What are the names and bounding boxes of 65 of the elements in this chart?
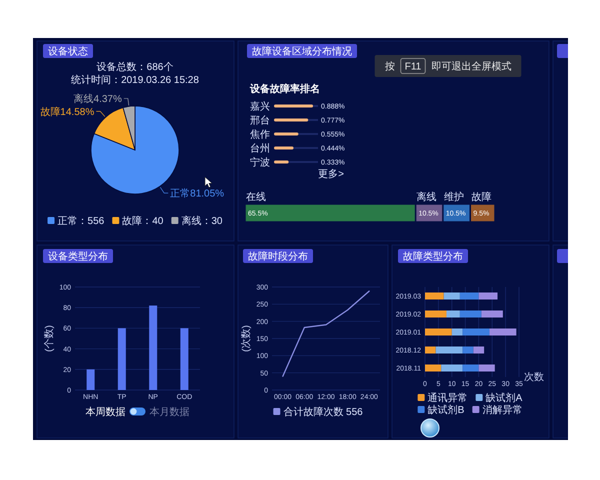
legend-label: 缺试剂A bbox=[486, 392, 523, 404]
bar bbox=[425, 310, 446, 318]
x-axis-title: 次数 bbox=[524, 372, 544, 383]
legend-label: 离线 bbox=[181, 215, 202, 227]
bar bbox=[444, 292, 460, 300]
y-axis-title: (个数) bbox=[43, 325, 55, 352]
series-label: 故障 bbox=[471, 191, 492, 203]
chart-title: 设备类型分布 bbox=[48, 250, 108, 262]
bar bbox=[425, 292, 444, 300]
text: F11 bbox=[404, 62, 422, 72]
bar bbox=[478, 364, 495, 372]
text: 更多> bbox=[318, 168, 344, 180]
bar bbox=[86, 369, 95, 390]
bar bbox=[460, 310, 482, 318]
y-tick-label: 焦作 bbox=[250, 128, 270, 140]
text: 本月数据 bbox=[150, 406, 190, 418]
text: ：556 bbox=[78, 216, 105, 227]
text: 本周数据 bbox=[86, 406, 126, 418]
bar bbox=[481, 310, 503, 318]
legend-label: 通讯异常 bbox=[428, 392, 468, 404]
chart-title: 故障设备区域分布情况 bbox=[252, 46, 352, 58]
chart-title: 故障时段分布 bbox=[248, 250, 308, 262]
text: 按 bbox=[384, 60, 395, 72]
bar bbox=[118, 328, 126, 390]
chart-subtitle: 设备故障率排名 bbox=[249, 83, 320, 95]
category-label: 离线4.37% bbox=[74, 94, 122, 105]
category-label: 故障14.58% bbox=[40, 106, 94, 118]
chart-subtitle: 设备总数：686个 bbox=[96, 61, 174, 73]
bar bbox=[425, 364, 442, 372]
y-tick-label: 邢台 bbox=[250, 114, 270, 126]
legend-label: 正常 bbox=[58, 215, 78, 227]
text: 统计时间：2019.03.26 15:28 bbox=[71, 74, 200, 86]
bar bbox=[446, 310, 460, 318]
y-axis-title: (次数) bbox=[241, 325, 252, 352]
line-series bbox=[282, 290, 370, 377]
bar bbox=[489, 328, 516, 336]
bar bbox=[478, 292, 498, 300]
legend-label: 故障 bbox=[122, 215, 142, 227]
y-tick-label: 宁波 bbox=[250, 156, 270, 168]
bar bbox=[462, 346, 474, 354]
bar bbox=[460, 292, 479, 300]
chart-title: 故障类型分布 bbox=[403, 250, 463, 262]
bar bbox=[436, 346, 463, 354]
bar bbox=[462, 364, 479, 372]
legend-label: 缺试剂B bbox=[428, 404, 465, 416]
legend-label: 消解异常 bbox=[482, 404, 522, 416]
series-label: 离线 bbox=[416, 191, 437, 203]
text: 即可退出全屏模式 bbox=[431, 60, 512, 72]
category-label: 正常81.05% bbox=[170, 188, 224, 200]
chart-title: 设备状态 bbox=[48, 46, 88, 58]
y-tick-label: 台州 bbox=[250, 142, 270, 154]
bar bbox=[441, 364, 463, 372]
series-label: 在线 bbox=[246, 191, 266, 203]
bar bbox=[149, 306, 158, 390]
series-label: 维护 bbox=[444, 191, 464, 203]
bar bbox=[462, 328, 490, 336]
legend-label: 合计故障次数 556 bbox=[283, 406, 364, 418]
bar bbox=[452, 328, 463, 336]
bar bbox=[425, 328, 452, 336]
text: ：40 bbox=[142, 216, 164, 227]
bar bbox=[180, 328, 188, 390]
text: ：30 bbox=[201, 216, 223, 227]
bar bbox=[473, 346, 484, 354]
y-tick-label: 嘉兴 bbox=[250, 100, 270, 112]
bar bbox=[425, 346, 436, 354]
